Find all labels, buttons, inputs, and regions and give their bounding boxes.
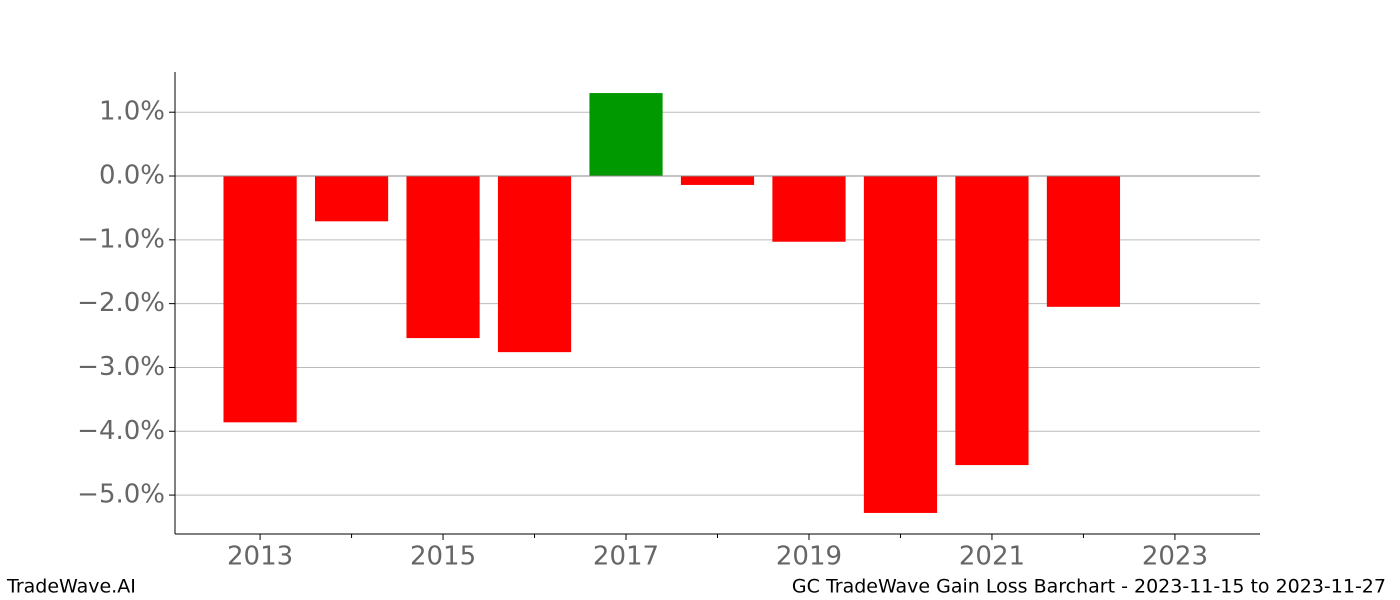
bar bbox=[497, 176, 572, 353]
bar bbox=[1046, 176, 1121, 307]
bar bbox=[406, 176, 480, 339]
x-tick-label: 2019 bbox=[776, 542, 842, 572]
bar bbox=[314, 176, 389, 222]
source-label: TradeWave.AI bbox=[6, 576, 136, 598]
x-tick-label: 2021 bbox=[959, 542, 1025, 572]
bar bbox=[680, 176, 755, 185]
x-tick-label: 2023 bbox=[1142, 542, 1208, 572]
y-tick-label: −2.0% bbox=[77, 288, 165, 318]
y-tick-label: −1.0% bbox=[77, 224, 165, 254]
bar bbox=[863, 176, 938, 513]
x-tick-label: 2017 bbox=[593, 542, 659, 572]
y-tick-label: −4.0% bbox=[77, 416, 165, 446]
y-tick-label: −3.0% bbox=[77, 352, 165, 382]
x-tick-label: 2015 bbox=[410, 542, 476, 572]
x-tick-label: 2013 bbox=[227, 542, 293, 572]
chart-title: GC TradeWave Gain Loss Barchart - 2023-1… bbox=[792, 576, 1386, 598]
bar bbox=[955, 176, 1029, 466]
y-tick-label: 1.0% bbox=[99, 97, 165, 127]
y-tick-label: −5.0% bbox=[77, 480, 165, 510]
y-tick-label: 0.0% bbox=[99, 161, 165, 191]
bar bbox=[223, 176, 297, 423]
bar bbox=[589, 93, 663, 177]
bar bbox=[772, 176, 846, 242]
